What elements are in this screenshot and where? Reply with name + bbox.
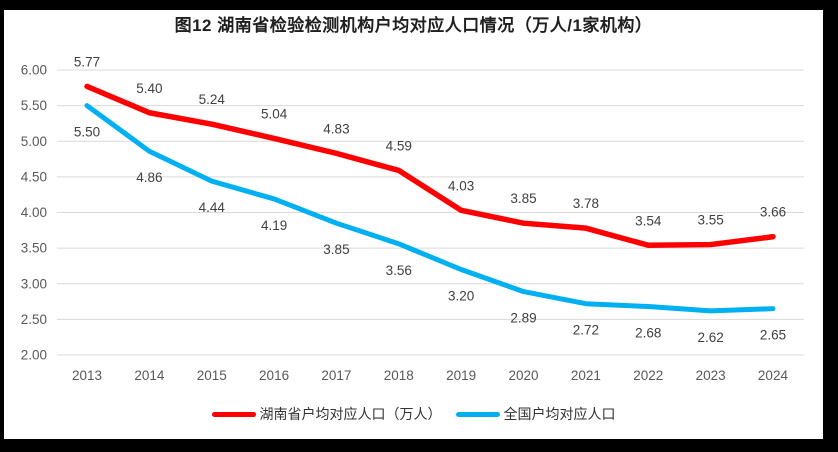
y-axis-tick-label: 6.00: [21, 63, 47, 78]
data-label-series-0: 4.83: [323, 121, 349, 136]
data-label-series-1: 5.50: [74, 125, 100, 140]
chart-canvas: [4, 10, 823, 439]
y-axis-tick-label: 5.50: [21, 98, 47, 113]
data-label-series-0: 3.54: [635, 213, 662, 228]
data-label-series-0: 5.24: [199, 92, 226, 107]
y-axis-tick-label: 3.50: [21, 241, 47, 256]
legend-label-national: 全国户均对应人口: [503, 406, 616, 422]
data-label-series-0: 3.85: [510, 191, 536, 206]
data-label-series-0: 4.03: [448, 178, 474, 193]
data-label-series-1: 4.86: [136, 170, 162, 185]
y-axis-tick-label: 4.00: [21, 205, 47, 220]
data-label-series-1: 2.72: [573, 323, 599, 338]
x-axis-tick-label: 2016: [259, 368, 289, 383]
y-axis-tick-label: 2.00: [21, 348, 47, 363]
series-line-0: [84, 83, 776, 249]
data-label-series-0: 5.04: [261, 106, 288, 121]
legend-line-swatch-national: [455, 411, 500, 417]
data-label-series-1: 2.65: [760, 328, 786, 343]
data-label-series-1: 4.44: [199, 200, 226, 215]
data-label-series-1: 4.19: [261, 218, 287, 233]
x-axis-tick-label: 2021: [571, 368, 601, 383]
y-axis-tick-label: 3.00: [21, 276, 47, 291]
x-axis-tick-label: 2024: [758, 368, 789, 383]
legend-item-national: 全国户均对应人口: [455, 404, 616, 424]
data-label-series-0: 3.78: [573, 196, 599, 211]
chart-legend: 湖南省户均对应人口（万人） 全国户均对应人口: [4, 404, 823, 424]
y-axis-tick-label: 2.50: [21, 312, 47, 327]
x-axis-tick-label: 2018: [384, 368, 414, 383]
y-axis-tick-label: 5.00: [21, 134, 47, 149]
data-label-series-1: 2.68: [635, 326, 661, 341]
data-label-series-0: 3.66: [760, 205, 786, 220]
y-axis-tick-label: 4.50: [21, 169, 47, 184]
legend-label-hunan: 湖南省户均对应人口（万人）: [259, 406, 442, 422]
data-label-series-1: 3.20: [448, 289, 474, 304]
x-axis-tick-label: 2015: [197, 368, 227, 383]
x-axis-tick-label: 2023: [696, 368, 726, 383]
data-label-series-0: 5.77: [74, 54, 100, 69]
x-axis-tick-label: 2017: [321, 368, 351, 383]
data-label-series-0: 4.59: [386, 138, 412, 153]
data-label-series-0: 3.55: [697, 213, 723, 228]
x-axis-tick-label: 2014: [134, 368, 165, 383]
x-axis-tick-label: 2020: [508, 368, 538, 383]
legend-item-hunan: 湖南省户均对应人口（万人）: [211, 404, 442, 424]
chart-title: 图12 湖南省检验检测机构户均对应人口情况（万人/1家机构）: [174, 16, 653, 35]
data-label-series-1: 3.56: [386, 263, 412, 278]
data-label-series-1: 3.85: [323, 242, 349, 257]
data-label-series-1: 2.62: [697, 330, 723, 345]
legend-line-swatch-hunan: [211, 411, 256, 417]
x-axis-tick-label: 2022: [633, 368, 663, 383]
x-axis-tick-label: 2019: [446, 368, 476, 383]
data-label-series-1: 2.89: [510, 311, 536, 326]
x-axis-tick-label: 2013: [72, 368, 102, 383]
series-line-1: [84, 103, 776, 314]
data-label-series-0: 5.40: [136, 81, 162, 96]
